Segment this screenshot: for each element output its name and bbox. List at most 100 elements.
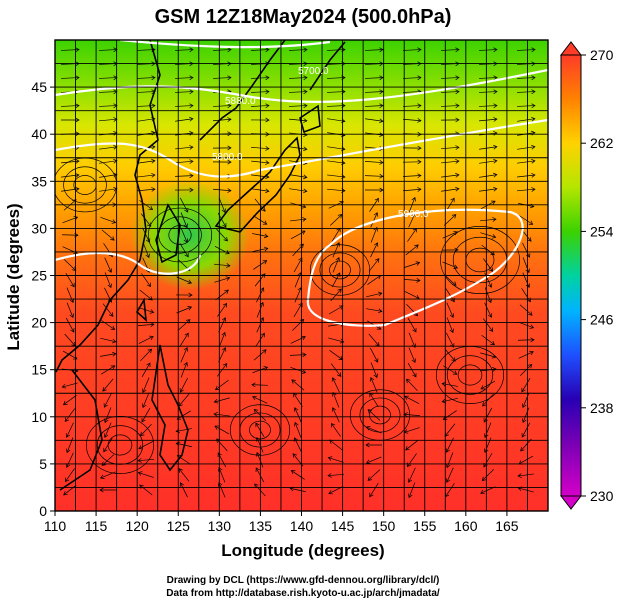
streamline-segment	[404, 262, 420, 268]
streamline-arrowhead	[69, 313, 74, 319]
streamline-arrowhead	[369, 377, 375, 382]
streamline-arrowhead	[455, 89, 460, 95]
streamline-segment	[104, 392, 112, 408]
streamline-arrowhead	[487, 298, 492, 304]
streamline-arrowhead	[521, 433, 526, 438]
streamline-arrowhead	[292, 453, 297, 458]
streamline-arrowhead	[493, 75, 498, 81]
streamline-arrowhead	[411, 358, 416, 364]
streamline-arrowhead	[294, 421, 299, 427]
streamline-arrowhead	[531, 158, 536, 164]
streamline-segment	[104, 272, 112, 288]
streamline-segment	[214, 277, 230, 283]
streamline-segment	[366, 308, 382, 312]
streamline-segment	[180, 227, 188, 243]
streamline-arrowhead	[415, 261, 421, 266]
streamline-arrowhead	[222, 302, 228, 308]
streamline-arrowhead	[414, 244, 419, 249]
streamline-segment	[517, 339, 535, 341]
streamline-segment	[446, 317, 454, 333]
streamline-segment	[440, 77, 460, 79]
streamline-arrowhead	[331, 407, 337, 412]
streamline-arrowhead	[455, 47, 460, 53]
streamline-arrowhead	[379, 187, 384, 193]
streamline-segment	[480, 232, 496, 238]
streamline-segment	[293, 302, 303, 318]
streamline-segment	[98, 91, 118, 93]
streamline-segment	[180, 212, 188, 228]
japan-hokkaido	[299, 104, 321, 134]
streamline-arrowhead	[374, 358, 379, 363]
streamline-segment	[138, 307, 154, 313]
streamline-arrowhead	[217, 452, 222, 457]
streamline-arrowhead	[293, 407, 299, 412]
streamline-arrowhead	[451, 357, 456, 362]
streamline-arrowhead	[75, 186, 80, 192]
philippines	[151, 344, 189, 472]
streamline-segment	[104, 257, 112, 273]
streamline-arrowhead	[75, 47, 80, 53]
streamline-segment	[404, 291, 420, 299]
streamline-segment	[441, 160, 459, 164]
streamline-segment	[479, 188, 497, 192]
streamline-arrowhead	[531, 172, 536, 178]
streamline-arrowhead	[491, 200, 496, 205]
streamline-arrowhead	[111, 219, 117, 224]
streamline-swirl	[319, 252, 361, 288]
streamline-arrowhead	[225, 250, 230, 255]
streamline-arrowhead	[189, 187, 194, 193]
streamline-segment	[66, 302, 74, 318]
streamline-segment	[364, 49, 384, 51]
streamline-arrowhead	[146, 282, 151, 288]
streamline-arrowhead	[184, 208, 189, 213]
streamline-segment	[99, 146, 117, 150]
streamline-arrowhead	[417, 118, 422, 123]
streamline-arrowhead	[379, 173, 384, 179]
streamline-arrowhead	[455, 145, 460, 150]
streamline-arrowhead	[63, 491, 68, 496]
streamline-arrowhead	[151, 187, 156, 192]
streamline-segment	[406, 304, 418, 316]
streamline-arrowhead	[227, 117, 232, 122]
streamline-arrowhead	[527, 363, 533, 369]
streamline-arrowhead	[492, 367, 497, 372]
streamline-segment	[408, 212, 416, 228]
colorbar-tick-label: 238	[590, 400, 614, 416]
streamline-segment	[517, 118, 535, 122]
streamline-arrowhead	[412, 372, 417, 378]
streamline-segment	[289, 188, 307, 192]
streamline-segment	[212, 105, 232, 107]
streamline-arrowhead	[487, 313, 493, 318]
colorbar-bottom-arrow	[559, 495, 583, 510]
streamline-segment	[328, 337, 344, 343]
streamline-arrowhead	[222, 363, 228, 368]
streamline-segment	[518, 473, 534, 477]
streamline-arrowhead	[265, 75, 270, 81]
streamline-segment	[518, 487, 534, 493]
streamline-segment	[218, 482, 226, 498]
streamline-arrowhead	[493, 103, 498, 109]
streamline-arrowhead	[213, 412, 218, 417]
streamline-arrowhead	[365, 442, 370, 448]
streamline-segment	[402, 77, 422, 79]
streamline-segment	[440, 146, 460, 150]
streamline-segment	[408, 482, 416, 498]
x-tick-label: 140	[290, 518, 314, 534]
streamline-arrowhead	[221, 347, 227, 352]
streamline-arrowhead	[75, 159, 80, 164]
streamline-swirl	[107, 434, 133, 456]
streamline-segment	[138, 458, 154, 462]
streamline-segment	[516, 49, 536, 51]
streamline-arrowhead	[147, 348, 153, 354]
streamline-segment	[136, 91, 156, 93]
y-tick-label: 45	[31, 79, 47, 95]
streamline-arrowhead	[70, 328, 75, 333]
streamline-arrowhead	[179, 388, 184, 393]
streamline-arrowhead	[417, 159, 422, 165]
streamline-arrowhead	[75, 131, 80, 137]
streamline-arrowhead	[488, 267, 494, 273]
streamline-arrowhead	[65, 463, 71, 468]
streamline-arrowhead	[493, 89, 498, 95]
streamline-segment	[180, 482, 188, 498]
streamline-arrowhead	[301, 335, 306, 341]
